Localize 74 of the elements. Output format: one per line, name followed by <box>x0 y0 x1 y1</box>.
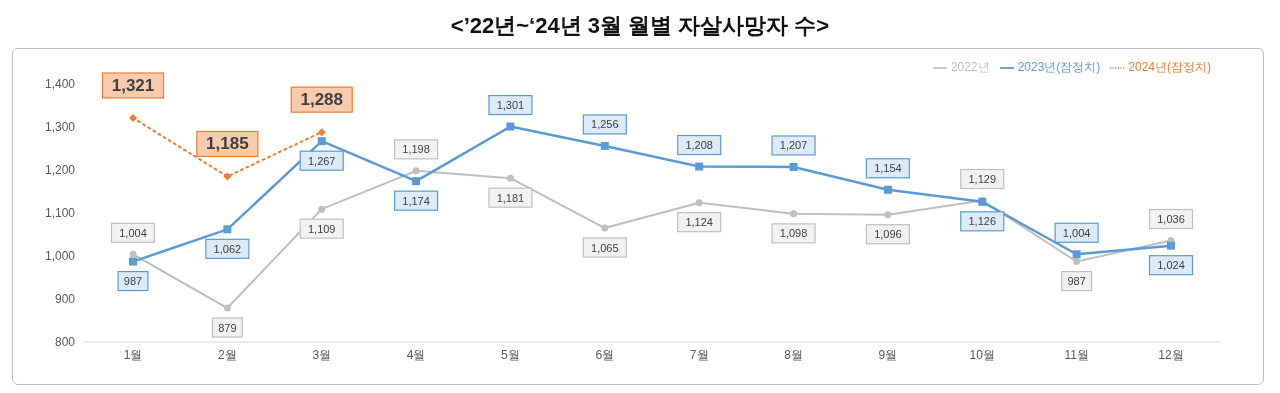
data-label: 1,062 <box>213 242 242 255</box>
data-label: 1,198 <box>402 143 430 156</box>
x-tick-label: 9월 <box>878 347 898 362</box>
point <box>412 167 420 175</box>
data-label: 1,065 <box>591 241 619 254</box>
x-tick-label: 2월 <box>218 347 237 362</box>
point <box>883 185 892 194</box>
data-label: 1,207 <box>779 139 808 152</box>
x-tick-label: 12월 <box>1158 347 1184 362</box>
point <box>129 257 137 266</box>
x-tick-label: 11월 <box>1064 347 1089 362</box>
point <box>317 128 326 137</box>
point <box>884 211 892 219</box>
data-label: 1,098 <box>779 227 808 240</box>
y-tick-label: 800 <box>54 335 76 350</box>
y-tick-label: 1,000 <box>44 249 76 264</box>
data-label: 1,126 <box>968 215 997 228</box>
point <box>600 141 609 150</box>
data-label: 1,096 <box>874 228 902 241</box>
x-tick-label: 5월 <box>501 347 520 362</box>
data-label: 1,181 <box>496 191 525 204</box>
data-label: 1,109 <box>307 222 336 235</box>
point <box>129 113 137 122</box>
y-tick-label: 1,300 <box>44 120 76 135</box>
x-tick-label: 3월 <box>312 347 332 362</box>
x-tick-label: 6월 <box>595 347 615 362</box>
data-label: 1,321 <box>111 75 155 95</box>
point <box>317 137 326 146</box>
point <box>1167 241 1175 250</box>
point <box>223 225 232 234</box>
data-label: 1,174 <box>402 194 430 207</box>
point <box>506 174 514 182</box>
point <box>695 199 703 207</box>
point <box>695 162 704 171</box>
data-label: 1,267 <box>307 154 336 167</box>
data-label: 1,154 <box>874 162 902 175</box>
data-label: 1,124 <box>685 216 713 229</box>
chart-title: <’22년~‘24년 3월 월별 자살사망자 수> <box>449 12 831 40</box>
point <box>789 162 798 171</box>
y-tick-label: 900 <box>54 292 76 307</box>
data-label: 1,004 <box>1062 226 1091 239</box>
data-label: 987 <box>123 275 143 288</box>
data-label: 1,256 <box>591 118 619 131</box>
data-label: 987 <box>1067 275 1086 288</box>
x-tick-label: 8월 <box>784 347 803 362</box>
data-label: 1,185 <box>206 134 249 154</box>
data-label: 1,288 <box>300 90 343 110</box>
data-label: 879 <box>218 321 237 334</box>
point <box>223 172 232 181</box>
point <box>1073 258 1081 266</box>
data-label: 1,301 <box>496 99 525 112</box>
point <box>601 224 609 232</box>
point <box>412 177 421 186</box>
point <box>223 304 231 312</box>
data-label: 1,024 <box>1157 259 1185 272</box>
y-tick-label: 1,400 <box>44 77 76 92</box>
data-label: 1,129 <box>968 173 997 186</box>
data-label: 1,036 <box>1157 213 1185 226</box>
legend-label: 2023년(잠정치) <box>1017 60 1101 74</box>
data-label: 1,208 <box>685 139 713 152</box>
point <box>506 122 515 131</box>
point <box>1072 250 1081 259</box>
point <box>790 210 798 218</box>
y-tick-label: 1,100 <box>44 206 76 221</box>
legend-label: 2024년(잠정치) <box>1128 60 1211 74</box>
legend-label: 2022년 <box>950 60 990 74</box>
data-label: 1,004 <box>119 226 147 239</box>
point <box>318 205 326 213</box>
x-tick-label: 1월 <box>123 347 143 362</box>
x-tick-label: 4월 <box>406 347 426 362</box>
x-tick-label: 10월 <box>969 347 995 362</box>
x-tick-label: 7월 <box>689 347 709 362</box>
y-tick-label: 1,200 <box>44 163 76 178</box>
point <box>129 250 137 258</box>
